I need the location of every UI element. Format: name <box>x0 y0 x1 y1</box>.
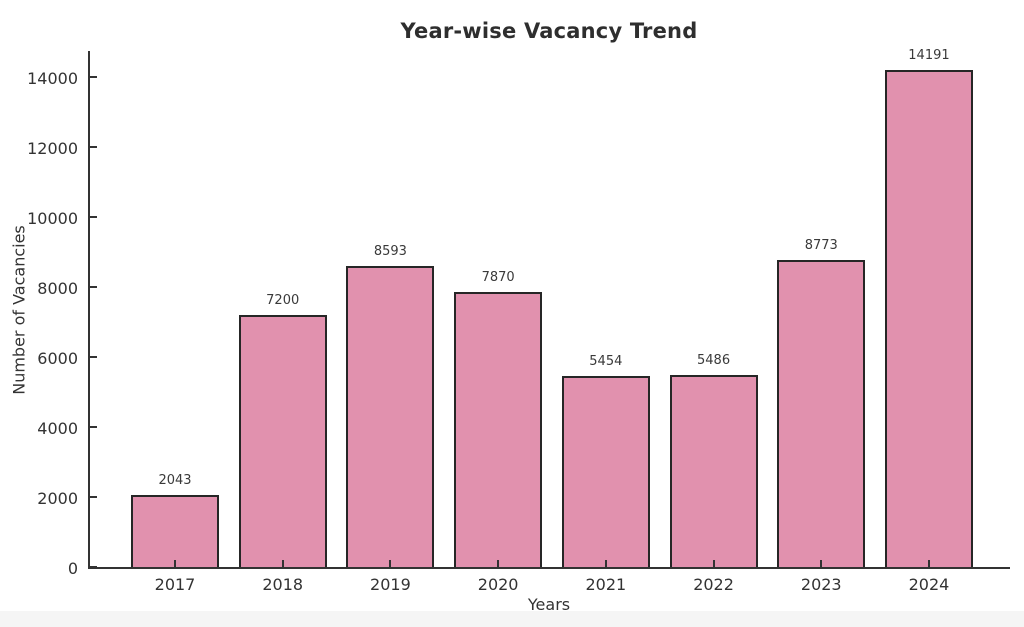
x-tick <box>712 560 715 567</box>
bar-value-label: 8773 <box>804 238 838 253</box>
y-tick <box>90 286 97 288</box>
bar-value-label: 5454 <box>589 354 623 369</box>
x-tick <box>927 560 930 567</box>
x-tick <box>174 560 176 567</box>
y-tick-label: 14000 <box>27 69 78 88</box>
y-axis-label: Number of Vacancies <box>9 225 29 395</box>
y-tick-label: 6000 <box>37 349 78 368</box>
x-tick-label: 2022 <box>693 575 734 594</box>
x-tick <box>604 560 607 567</box>
bar-value-label: 8593 <box>373 244 407 259</box>
y-tick-label: 0 <box>67 559 78 578</box>
bar-2022 <box>669 375 758 567</box>
y-tick <box>90 146 97 148</box>
bar-2019 <box>346 266 435 567</box>
y-tick <box>90 216 97 218</box>
y-tick-label: 4000 <box>37 419 78 438</box>
plot-area: 0 2000 4000 6000 8000 10000 12000 14000 2043 2017… <box>27 48 1010 594</box>
x-axis-label: Years <box>527 595 571 614</box>
bar-value-label: 2043 <box>158 473 192 488</box>
x-tick <box>820 560 823 567</box>
x-tick-label: 2018 <box>262 575 304 594</box>
bar-2017 <box>131 495 219 567</box>
y-tick <box>90 356 97 358</box>
x-tick-label: 2024 <box>908 575 950 594</box>
bar-value-label: 5486 <box>697 353 731 368</box>
window-bottom-strip <box>0 611 1024 627</box>
x-tick-label: 2023 <box>800 575 842 594</box>
bar-2018 <box>238 315 327 567</box>
y-tick-label: 10000 <box>27 209 78 228</box>
bar-2021 <box>561 376 650 567</box>
x-tick <box>497 560 500 567</box>
bar-value-label: 14191 <box>908 48 950 63</box>
x-tick-label: 2017 <box>154 575 196 594</box>
y-tick-label: 2000 <box>37 489 78 508</box>
y-tick <box>90 566 97 568</box>
bar-2024 <box>884 70 973 567</box>
y-tick-label: 8000 <box>37 279 78 298</box>
x-tick-label: 2021 <box>585 575 627 594</box>
x-tick <box>389 560 392 567</box>
x-tick-label: 2019 <box>370 575 411 594</box>
bar-2023 <box>777 260 866 567</box>
y-tick <box>90 426 97 428</box>
y-tick <box>90 76 97 78</box>
x-tick <box>281 560 284 567</box>
bar-value-label: 7200 <box>266 293 300 308</box>
chart-title: Year-wise Vacancy Trend <box>400 19 698 43</box>
y-tick-label: 12000 <box>27 139 78 158</box>
bar-2020 <box>454 292 543 567</box>
y-tick <box>90 496 97 498</box>
x-tick-label: 2020 <box>477 575 519 594</box>
bar-value-label: 7870 <box>481 270 515 285</box>
